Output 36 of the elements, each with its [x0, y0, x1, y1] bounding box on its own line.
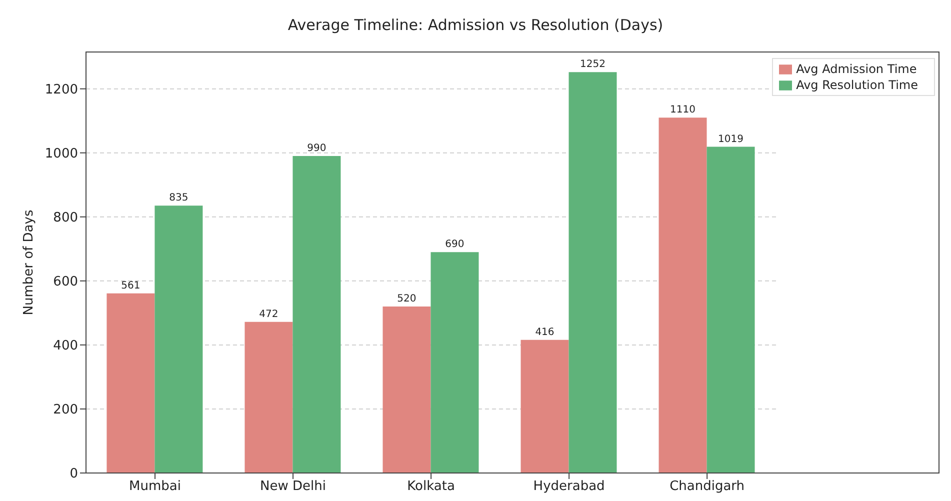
x-tick-label: New Delhi [260, 479, 326, 494]
bar [382, 306, 431, 473]
legend-label: Avg Resolution Time [796, 78, 918, 92]
data-label: 690 [445, 239, 464, 250]
bar [430, 252, 479, 473]
data-label: 472 [259, 308, 278, 320]
data-label: 520 [397, 294, 416, 305]
x-tick-label: Kolkata [407, 479, 455, 494]
bar [706, 146, 755, 473]
x-tick-label: Chandigarh [670, 479, 745, 494]
bar [568, 72, 617, 473]
data-label: 1110 [670, 104, 696, 116]
y-axis-title: Number of Days [22, 210, 37, 316]
bar [106, 293, 155, 473]
bar [244, 322, 293, 473]
data-label: 416 [535, 326, 554, 338]
data-label: 990 [307, 143, 326, 154]
bar [658, 118, 707, 473]
y-tick-label: 1200 [44, 82, 78, 98]
y-tick-label: 600 [53, 274, 78, 290]
y-tick-label: 400 [53, 338, 78, 354]
bar [520, 340, 569, 473]
x-tick-label: Hyderabad [533, 479, 605, 494]
data-label: 1019 [718, 134, 744, 145]
y-tick-label: 0 [70, 466, 78, 482]
data-label: 835 [169, 192, 188, 204]
data-label: 561 [121, 280, 140, 292]
y-tick-label: 800 [53, 210, 78, 226]
data-label: 1252 [580, 59, 606, 70]
y-tick-label: 1000 [44, 146, 78, 162]
y-tick-label: 200 [53, 402, 78, 418]
legend-label: Avg Admission Time [796, 62, 917, 76]
chart-title: Average Timeline: Admission vs Resolution (Days) [288, 16, 664, 34]
x-tick-label: Mumbai [129, 479, 181, 494]
bar [154, 206, 203, 473]
bar [292, 156, 341, 473]
